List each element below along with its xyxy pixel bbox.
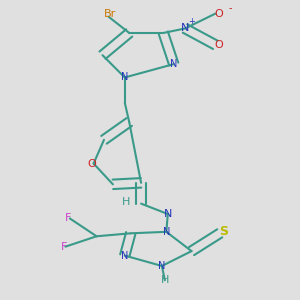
- Text: N: N: [163, 227, 170, 237]
- Text: +: +: [188, 17, 195, 26]
- Text: S: S: [219, 225, 228, 238]
- Text: O: O: [214, 9, 223, 19]
- Text: N: N: [170, 59, 177, 69]
- Text: N: N: [121, 73, 128, 82]
- Text: N: N: [181, 23, 189, 34]
- Text: N: N: [164, 209, 172, 219]
- Text: N: N: [158, 261, 166, 271]
- Text: N: N: [121, 250, 128, 261]
- Text: F: F: [65, 214, 72, 224]
- Text: H: H: [161, 275, 169, 285]
- Text: O: O: [88, 158, 97, 169]
- Text: F: F: [61, 242, 67, 252]
- Text: Br: Br: [104, 9, 116, 19]
- Text: O: O: [214, 40, 223, 50]
- Text: -: -: [229, 3, 232, 13]
- Text: H: H: [122, 197, 130, 207]
